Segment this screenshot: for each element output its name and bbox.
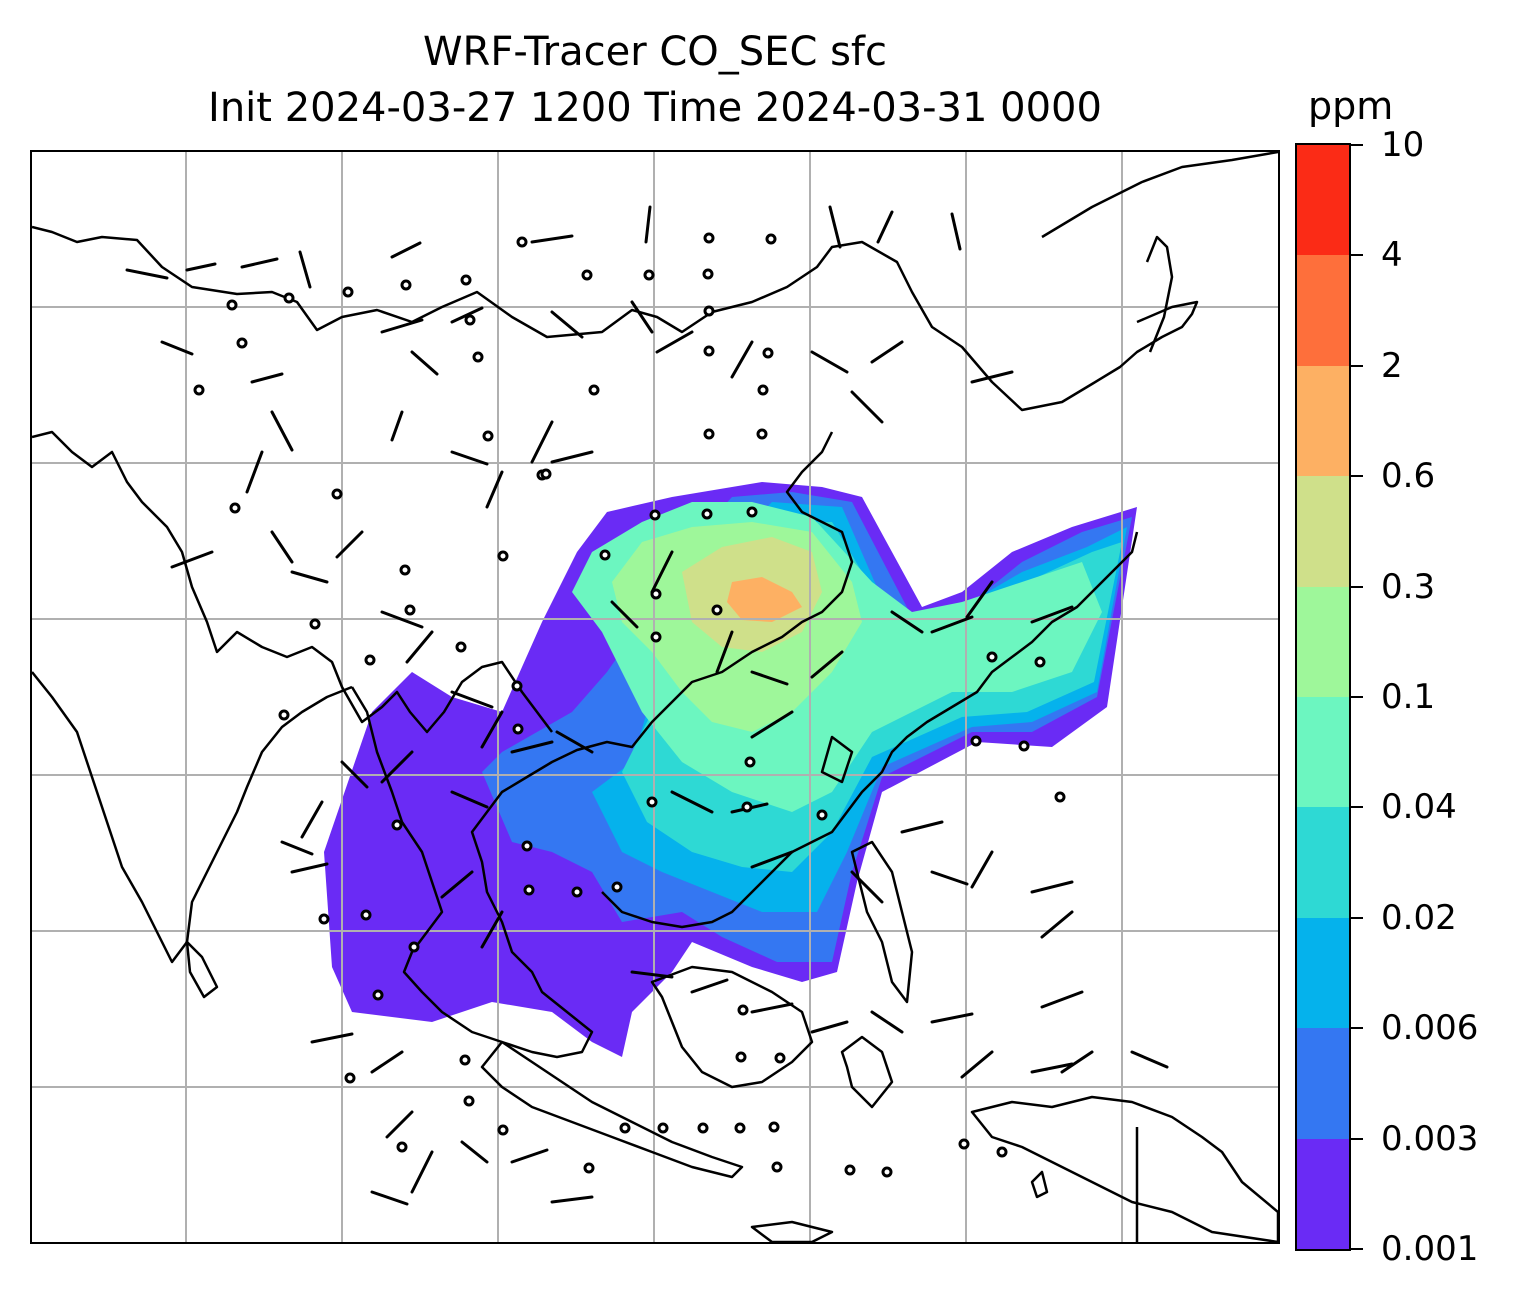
colorbar-segment bbox=[1297, 696, 1349, 808]
colorbar-segment bbox=[1297, 254, 1349, 366]
colorbar-tick-label: 0.001 bbox=[1381, 1229, 1479, 1269]
concentration-field bbox=[324, 482, 1137, 1057]
colorbar-tick-label: 0.1 bbox=[1381, 677, 1436, 717]
coastlines bbox=[32, 152, 1278, 1242]
colorbar-segment bbox=[1297, 1138, 1349, 1249]
colorbar bbox=[1295, 143, 1351, 1251]
colorbar-tick bbox=[1351, 806, 1363, 809]
colorbar-tick-label: 2 bbox=[1381, 345, 1403, 386]
colorbar-tick-label: 0.3 bbox=[1381, 566, 1436, 607]
chart-subtitle: Init 2024-03-27 1200 Time 2024-03-31 000… bbox=[208, 85, 1102, 131]
wind-barbs bbox=[125, 205, 1169, 1206]
colorbar-tick bbox=[1351, 585, 1363, 588]
colorbar-tick bbox=[1351, 1027, 1363, 1030]
colorbar-tick-label: 4 bbox=[1381, 235, 1403, 276]
colorbar-tick bbox=[1351, 1137, 1363, 1140]
colorbar-tick bbox=[1351, 1248, 1363, 1250]
colorbar-segment bbox=[1297, 475, 1349, 587]
colorbar-segment bbox=[1297, 917, 1349, 1029]
map-gridlines bbox=[32, 152, 1278, 1242]
colorbar-tick-label: 0.006 bbox=[1381, 1008, 1479, 1049]
colorbar-units: ppm bbox=[1308, 84, 1394, 128]
colorbar-tick bbox=[1351, 144, 1363, 146]
colorbar-tick bbox=[1351, 916, 1363, 919]
colorbar-segment bbox=[1297, 144, 1349, 256]
colorbar-tick bbox=[1351, 254, 1363, 257]
colorbar-tick-label: 0.04 bbox=[1381, 787, 1457, 828]
colorbar-segment bbox=[1297, 586, 1349, 697]
colorbar-tick-label: 0.003 bbox=[1381, 1118, 1479, 1159]
colorbar-tick bbox=[1351, 696, 1363, 698]
map-panel bbox=[30, 150, 1280, 1244]
field-level-0.6 bbox=[727, 577, 802, 622]
map-canvas bbox=[32, 152, 1278, 1242]
colorbar-tick-label: 10 bbox=[1381, 125, 1425, 165]
colorbar-tick-label: 0.02 bbox=[1381, 897, 1457, 938]
colorbar-tick bbox=[1351, 364, 1363, 367]
colorbar-segment bbox=[1297, 1027, 1349, 1139]
colorbar-tick bbox=[1351, 475, 1363, 478]
colorbar-segment bbox=[1297, 806, 1349, 918]
calm-wind-markers bbox=[193, 232, 1066, 1178]
colorbar-segment bbox=[1297, 365, 1349, 477]
chart-title: WRF-Tracer CO_SEC sfc bbox=[422, 29, 888, 75]
colorbar-tick-label: 0.6 bbox=[1381, 456, 1436, 497]
